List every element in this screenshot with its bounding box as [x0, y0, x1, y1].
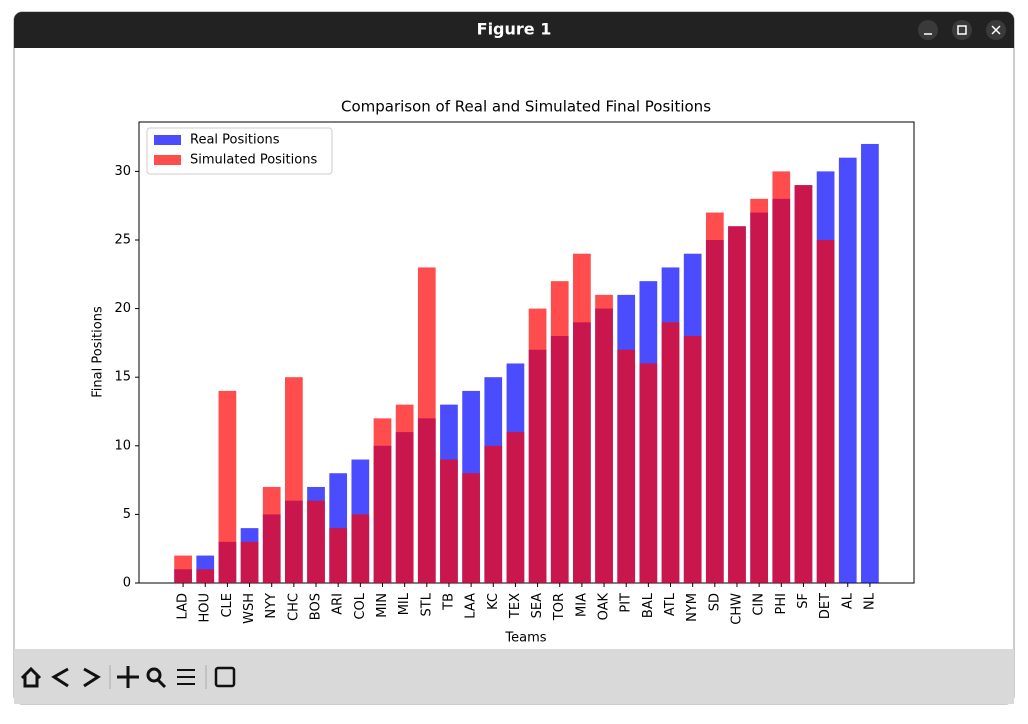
y-axis-label: Final Positions	[91, 306, 106, 398]
bar	[639, 363, 658, 583]
bar	[595, 294, 613, 583]
x-tick-label: NYY	[264, 593, 279, 619]
title-bar	[14, 12, 1014, 48]
bar	[240, 541, 259, 583]
y-tick-label: 5	[123, 507, 131, 522]
x-tick-label: CIN	[752, 593, 767, 616]
bar	[750, 198, 768, 584]
bar	[772, 171, 791, 583]
x-tick-label: BOS	[309, 593, 324, 620]
bar	[728, 226, 746, 583]
x-tick-label: ARI	[331, 593, 346, 615]
bar	[395, 404, 414, 583]
y-tick-label: 0	[123, 576, 131, 591]
toolbar	[14, 649, 1014, 704]
x-tick-label: PIT	[619, 593, 634, 613]
x-tick-label: HOU	[198, 593, 213, 623]
x-tick-label: SF	[796, 593, 811, 609]
plot-area	[138, 121, 915, 584]
bar	[528, 308, 547, 583]
bar	[307, 500, 325, 583]
legend-swatch	[154, 135, 181, 145]
legend-label: Simulated Positions	[190, 153, 317, 168]
bar	[417, 267, 436, 583]
bar	[484, 445, 503, 583]
x-tick-label: CLE	[220, 593, 235, 618]
x-tick-label: KC	[486, 593, 501, 610]
x-tick-label: SD	[707, 593, 722, 611]
minimize-button[interactable]	[918, 20, 938, 40]
back-button[interactable]	[51, 667, 69, 688]
x-tick-label: MIA	[574, 593, 589, 617]
x-axis-label: Teams	[504, 631, 546, 646]
bar	[285, 377, 303, 583]
x-tick-label: NYM	[685, 593, 700, 622]
bar	[794, 185, 813, 583]
y-tick-label: 10	[114, 438, 131, 453]
bar	[462, 473, 480, 583]
x-tick-label: DET	[818, 593, 833, 619]
x-tick-label: MIN	[375, 593, 390, 618]
bar	[705, 212, 724, 583]
y-tick-label: 15	[114, 370, 131, 385]
x-tick-label: AL	[840, 592, 855, 609]
chart-title: Comparison of Real and Simulated Final P…	[341, 98, 711, 116]
x-tick-label: WSH	[242, 593, 257, 624]
x-tick-label: COL	[353, 592, 368, 619]
bar	[506, 432, 525, 583]
x-tick-label: LAA	[464, 593, 479, 619]
bar	[196, 569, 215, 583]
bar	[661, 322, 680, 583]
maximize-button[interactable]	[952, 20, 972, 40]
x-tick-label: STL	[419, 592, 434, 616]
y-tick-label: 20	[114, 301, 131, 316]
close-button[interactable]	[986, 20, 1006, 40]
x-tick-label: PHI	[774, 593, 789, 614]
x-tick-label: SEA	[530, 593, 545, 618]
bar	[861, 143, 879, 583]
x-tick-label: TOR	[552, 593, 567, 621]
bar	[351, 514, 370, 583]
legend-swatch	[154, 155, 181, 165]
configure-button[interactable]	[177, 669, 195, 685]
y-tick-label: 30	[114, 164, 131, 179]
bar	[373, 418, 392, 583]
bar	[573, 253, 591, 583]
x-tick-label: OAK	[597, 593, 612, 621]
bar	[329, 528, 348, 583]
x-tick-label: ATL	[663, 592, 678, 616]
home-button[interactable]	[20, 666, 42, 688]
bar	[440, 459, 458, 583]
bar	[174, 555, 192, 583]
x-tick-label: NL	[862, 592, 877, 610]
x-tick-label: TB	[441, 593, 456, 611]
zoom-button[interactable]	[146, 667, 167, 689]
pan-button[interactable]	[117, 666, 139, 688]
y-tick-label: 25	[114, 232, 131, 247]
x-tick-label: CHC	[286, 593, 301, 621]
bar	[218, 390, 237, 583]
save-button[interactable]	[214, 666, 236, 688]
bar	[838, 157, 857, 584]
x-tick-label: BAL	[641, 592, 656, 618]
bar	[262, 486, 281, 583]
x-tick-label: MIL	[397, 592, 412, 615]
x-tick-label: TEX	[508, 593, 523, 619]
window-title: Figure 1	[477, 20, 552, 39]
x-tick-label: LAD	[176, 593, 191, 619]
bar	[683, 336, 702, 583]
forward-button[interactable]	[83, 667, 101, 688]
bar	[617, 349, 636, 583]
x-tick-label: CHW	[729, 593, 744, 625]
bar	[550, 281, 569, 583]
legend-label: Real Positions	[190, 133, 280, 148]
legend	[146, 127, 333, 175]
bar	[816, 239, 835, 583]
